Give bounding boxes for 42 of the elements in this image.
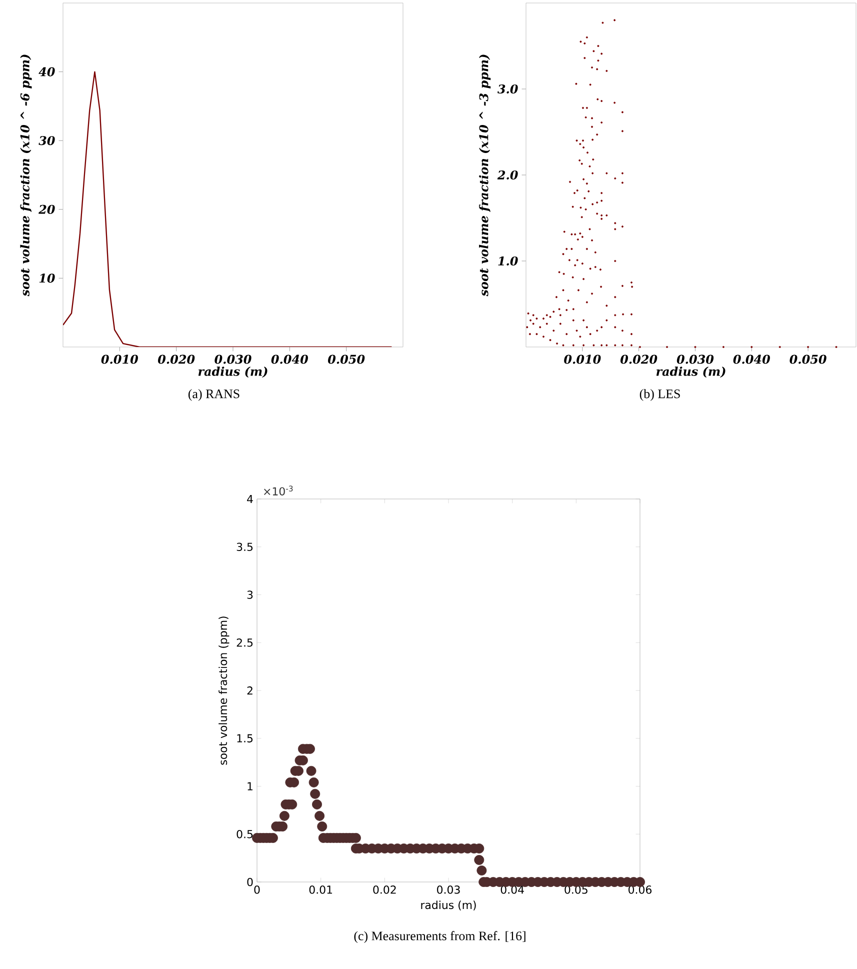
x-tick-label: 0.06 [628,886,652,894]
x-tick-label: 0.04 [500,886,524,894]
y-tick-label: 4 [247,495,253,503]
text: (c) Measurements from Ref. [16] [354,931,526,943]
x-tick-label: 0.030 [676,354,714,364]
y-tick-label: 3 [247,590,253,599]
y-tick-label: 0 [247,878,253,886]
y-tick-label: 10 [39,274,55,283]
x-axis-title: radius (m) [198,366,268,378]
x-tick-label: 0.050 [790,354,826,364]
y-tick-label: 2 [247,686,252,695]
y-tick-label: 1.5 [237,734,253,742]
x-tick-label: 0.040 [733,354,770,364]
y-tick-label: 1.0 [498,256,518,266]
x-tick-label: 0.01 [309,886,332,894]
y-tick-label: 2.5 [236,638,253,647]
y-tick-label: 2.0 [497,170,518,180]
y-tick-label: 3.0 [497,84,518,94]
y-axis-title: soot volume fraction (ppm) [218,616,230,765]
y-tick-label: 1 [248,782,252,790]
x-tick-label: 0.03 [437,886,460,894]
text: (b) LES [640,389,680,401]
y-axis-title: soot volume fraction (x10 ^ -3 ppm) [479,54,491,296]
x-tick-label: 0.02 [373,886,396,894]
x-tick-label: 0.020 [620,354,658,364]
y-tick-label: 3.5 [236,542,253,552]
x-tick-label: 0.010 [564,354,601,364]
x-tick-label: 0.010 [101,354,138,364]
x-tick-label: 0.020 [158,354,195,364]
y-tick-label: 30 [38,136,55,146]
x-tick-label: 0 [254,886,260,894]
x-tick-label: 0.050 [328,354,365,364]
x-tick-label: 0.030 [214,354,252,364]
text: ×10$^{-3}$ [264,486,293,496]
y-tick-label: 0.5 [236,830,253,838]
x-axis-title: radius (m) [656,366,726,378]
x-axis-title: radius (m) [421,900,476,910]
y-tick-label: 20 [38,204,55,214]
text: (a) RANS [188,389,240,401]
y-axis-title: soot volume fraction (x10 ^ -6 ppm) [20,54,32,296]
y-tick-label: 40 [38,67,55,76]
x-tick-label: 0.040 [271,354,308,364]
